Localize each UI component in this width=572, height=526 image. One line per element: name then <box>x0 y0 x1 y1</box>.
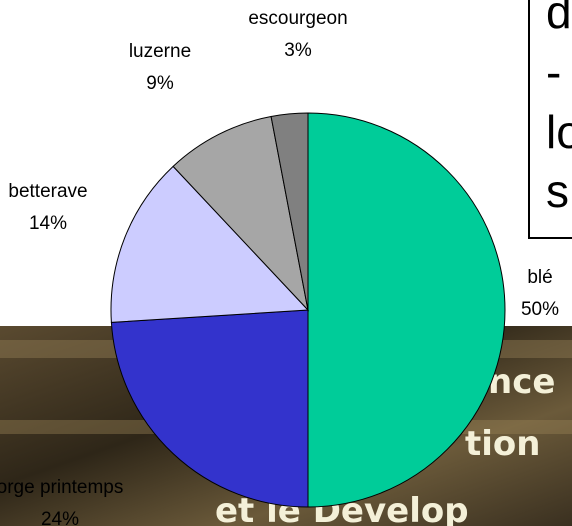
category-label: orge printemps <box>0 477 123 498</box>
banner-text: nce <box>488 362 555 402</box>
category-label: blé <box>527 267 552 288</box>
category-label: escourgeon <box>248 8 347 29</box>
labels: blé 50% orge printemps 24% betterave 14% luzer… <box>0 8 559 526</box>
pie-slice <box>110 165 310 323</box>
category-label: luzerne <box>129 41 191 62</box>
pie-slice <box>172 115 309 312</box>
text-box-line: s <box>546 165 569 217</box>
value-label: 24% <box>41 509 79 526</box>
pie <box>110 112 506 508</box>
pie-slice <box>307 112 506 508</box>
category-label: betterave <box>8 181 87 202</box>
text-box-line: - <box>546 46 561 98</box>
text-box <box>528 0 572 239</box>
text-box-line: d <box>546 0 572 38</box>
pie-slice <box>270 112 309 311</box>
text-box-line: lo <box>546 106 572 158</box>
banner-text: tion <box>465 424 540 464</box>
value-label: 50% <box>521 299 559 320</box>
value-label: 3% <box>284 40 312 61</box>
value-label: 9% <box>146 73 174 94</box>
pie-slice <box>110 309 309 508</box>
value-label: 14% <box>29 213 67 234</box>
